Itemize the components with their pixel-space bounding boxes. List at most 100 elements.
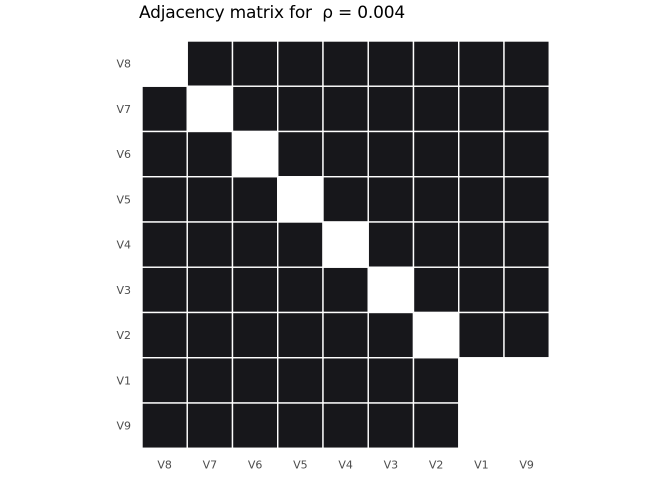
heatmap-cell-V3-V5: [277, 266, 324, 314]
y-tick-label: V9: [116, 420, 131, 433]
y-tick-label: V5: [116, 193, 131, 206]
heatmap-cell-V5-V4: [322, 176, 369, 223]
heatmap-cell-V8-V5: [277, 40, 324, 87]
heatmap-cell-V6-V3: [367, 130, 415, 178]
heatmap-cell-V6-V8: [141, 130, 188, 178]
heatmap-cell-V7-V3: [367, 85, 415, 133]
chart-title: Adjacency matrix for ρ = 0.004: [139, 3, 405, 23]
heatmap-cell-V3-V7: [186, 266, 234, 314]
heatmap-cell-V5-V6: [231, 176, 279, 223]
heatmap-cell-V6-V6: [231, 130, 279, 178]
x-tick-label: V3: [384, 458, 399, 471]
heatmap-cell-V7-V8: [141, 85, 188, 133]
heatmap-cell-V2-V7: [186, 311, 234, 359]
heatmap-cell-V7-V1: [458, 85, 505, 133]
heatmap-cell-V4-V9: [503, 221, 550, 268]
heatmap-cell-V1-V5: [277, 357, 324, 404]
heatmap-cell-V2-V4: [322, 311, 369, 359]
heatmap-cell-V2-V1: [458, 311, 505, 359]
heatmap-cell-V6-V9: [503, 130, 550, 178]
y-tick-label: V8: [116, 58, 131, 71]
heatmap-cell-V5-V9: [503, 176, 550, 223]
heatmap-cell-V2-V3: [367, 311, 415, 359]
heatmap-cell-V4-V2: [412, 221, 460, 268]
y-tick-label: V3: [116, 284, 131, 297]
heatmap-cell-V9-V7: [186, 402, 234, 449]
heatmap-cell-V9-V4: [322, 402, 369, 449]
heatmap-cell-V3-V1: [458, 266, 505, 314]
heatmap-cell-V2-V6: [231, 311, 279, 359]
x-axis-labels: V8 V7 V6 V5 V4 V3 V2 V1 V9: [157, 458, 534, 471]
y-axis-labels: V8 V7 V6 V5 V4 V3 V2 V1 V9: [116, 58, 131, 433]
heatmap-cell-V5-V2: [412, 176, 460, 223]
y-tick-label: V7: [116, 103, 131, 116]
heatmap-cell-V2-V2: [412, 311, 460, 359]
heatmap-cell-V7-V4: [322, 85, 369, 133]
heatmap-cell-V8-V2: [412, 40, 460, 87]
heatmap-cell-V3-V8: [141, 266, 188, 314]
heatmap-cell-V4-V8: [141, 221, 188, 268]
heatmap-cell-V6-V1: [458, 130, 505, 178]
heatmap-cell-V7-V7: [186, 85, 234, 133]
heatmap-cell-V6-V7: [186, 130, 234, 178]
heatmap-cell-V4-V3: [367, 221, 415, 268]
heatmap-cell-V4-V4: [322, 221, 369, 268]
x-tick-label: V5: [293, 458, 308, 471]
heatmap-cells: [141, 40, 550, 449]
x-tick-label: V2: [429, 458, 444, 471]
heatmap-cell-V8-V1: [458, 40, 505, 87]
heatmap-cell-V2-V8: [141, 311, 188, 359]
heatmap-cell-V8-V6: [231, 40, 279, 87]
x-tick-label: V1: [474, 458, 489, 471]
heatmap-cell-V9-V6: [231, 402, 279, 449]
heatmap-cell-V4-V7: [186, 221, 234, 268]
heatmap-cell-V4-V1: [458, 221, 505, 268]
heatmap-cell-V7-V2: [412, 85, 460, 133]
heatmap-cell-V1-V8: [141, 357, 188, 404]
heatmap-cell-V1-V7: [186, 357, 234, 404]
heatmap-cell-V4-V5: [277, 221, 324, 268]
heatmap-cell-V6-V2: [412, 130, 460, 178]
heatmap-cell-V5-V7: [186, 176, 234, 223]
heatmap-cell-V7-V9: [503, 85, 550, 133]
heatmap-cell-V1-V4: [322, 357, 369, 404]
heatmap-cell-V3-V6: [231, 266, 279, 314]
heatmap-cell-V9-V3: [367, 402, 415, 449]
heatmap-cell-V9-V8: [141, 402, 188, 449]
heatmap-cell-V8-V9: [503, 40, 550, 87]
heatmap-cell-V9-V2: [412, 402, 460, 449]
heatmap-cell-V7-V5: [277, 85, 324, 133]
heatmap-cell-V3-V4: [322, 266, 369, 314]
heatmap-cell-V2-V5: [277, 311, 324, 359]
x-tick-label: V6: [248, 458, 263, 471]
heatmap-cell-V4-V6: [231, 221, 279, 268]
heatmap-cell-V1-V3: [367, 357, 415, 404]
heatmap-cell-V9-V5: [277, 402, 324, 449]
x-tick-label: V9: [519, 458, 534, 471]
heatmap-cell-V5-V3: [367, 176, 415, 223]
heatmap-cell-V5-V8: [141, 176, 188, 223]
heatmap-cell-V1-V6: [231, 357, 279, 404]
y-tick-label: V6: [116, 148, 131, 161]
heatmap-cell-V6-V5: [277, 130, 324, 178]
heatmap-cell-V7-V6: [231, 85, 279, 133]
x-tick-label: V8: [157, 458, 172, 471]
heatmap-cell-V6-V4: [322, 130, 369, 178]
x-tick-label: V4: [338, 458, 353, 471]
heatmap-cell-V8-V3: [367, 40, 415, 87]
y-tick-label: V2: [116, 329, 131, 342]
y-tick-label: V1: [116, 374, 131, 387]
heatmap-cell-V5-V1: [458, 176, 505, 223]
heatmap-cell-V1-V2: [412, 357, 460, 404]
x-tick-label: V7: [203, 458, 218, 471]
heatmap-cell-V8-V4: [322, 40, 369, 87]
heatmap-cell-V2-V9: [503, 311, 550, 359]
heatmap-cell-V3-V9: [503, 266, 550, 314]
heatmap-cell-V5-V5: [277, 176, 324, 223]
heatmap-cell-V3-V2: [412, 266, 460, 314]
heatmap-cell-V3-V3: [367, 266, 415, 314]
heatmap-cell-V8-V7: [186, 40, 234, 87]
y-tick-label: V4: [116, 239, 131, 252]
